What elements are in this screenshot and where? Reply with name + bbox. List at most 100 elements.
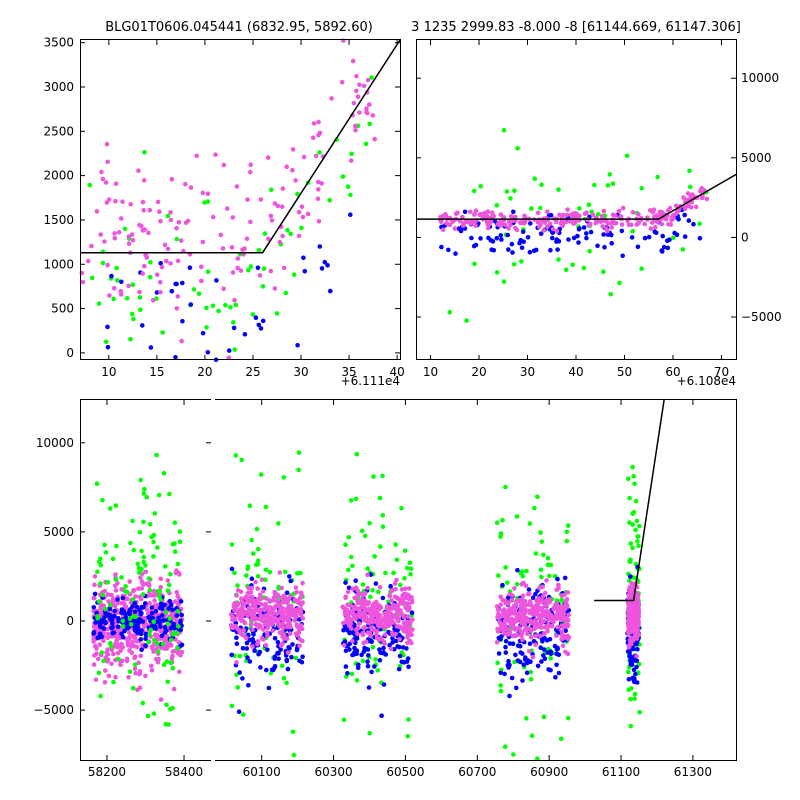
- point-pink: [263, 601, 269, 607]
- point-blue: [107, 606, 113, 612]
- point-blue: [686, 218, 692, 223]
- point-pink: [240, 247, 245, 252]
- point-pink: [392, 594, 398, 600]
- point-blue: [554, 651, 559, 657]
- point-pink: [93, 677, 99, 682]
- point-blue: [601, 232, 606, 237]
- point-blue: [505, 232, 511, 238]
- point-green: [367, 121, 373, 127]
- point-green: [348, 192, 353, 198]
- point-green: [96, 599, 102, 604]
- point-blue: [260, 318, 266, 324]
- point-pink: [235, 265, 240, 271]
- point-blue: [264, 667, 269, 673]
- point-blue: [295, 342, 300, 348]
- point-green: [697, 221, 702, 227]
- point-pink: [670, 212, 676, 218]
- point-pink: [124, 596, 130, 602]
- frame-top-left: [80, 39, 401, 360]
- point-blue: [278, 647, 283, 652]
- point-blue: [595, 243, 600, 249]
- point-pink: [140, 271, 145, 276]
- point-blue: [515, 643, 521, 648]
- point-green: [147, 521, 153, 527]
- point-pink: [277, 239, 283, 245]
- point-pink: [588, 221, 593, 227]
- point-pink: [355, 600, 361, 606]
- point-green: [144, 494, 150, 500]
- point-green: [494, 203, 500, 208]
- point-green: [383, 570, 388, 576]
- point-blue: [180, 318, 185, 324]
- point-pink: [235, 588, 241, 593]
- point-green: [577, 206, 582, 211]
- point-green: [539, 539, 545, 544]
- point-blue: [379, 713, 384, 718]
- point-green: [605, 183, 611, 188]
- point-green: [99, 650, 105, 655]
- point-blue: [521, 662, 526, 667]
- point-pink: [316, 119, 321, 125]
- point-pink: [376, 624, 382, 629]
- point-pink: [147, 600, 152, 606]
- fit-line: [416, 173, 736, 220]
- point-blue: [149, 611, 155, 616]
- point-blue: [620, 253, 625, 259]
- point-pink: [634, 635, 639, 640]
- point-pink: [316, 132, 321, 138]
- point-green: [586, 202, 592, 207]
- point-pink: [528, 618, 533, 624]
- point-pink: [357, 82, 362, 87]
- point-pink: [130, 237, 136, 243]
- point-green: [148, 260, 153, 265]
- point-pink: [652, 214, 657, 220]
- point-green: [128, 622, 134, 627]
- point-pink: [136, 586, 141, 592]
- point-green: [631, 473, 636, 479]
- point-pink: [288, 594, 294, 599]
- point-pink: [279, 629, 285, 635]
- point-green: [595, 212, 601, 217]
- point-pink: [301, 154, 307, 160]
- point-pink: [521, 580, 526, 586]
- point-pink: [258, 607, 264, 612]
- point-pink: [199, 278, 204, 284]
- point-pink: [102, 680, 108, 685]
- point-pink: [385, 610, 390, 615]
- point-green: [171, 630, 177, 636]
- point-pink: [234, 660, 239, 665]
- point-blue: [271, 667, 276, 673]
- point-green: [260, 284, 266, 289]
- fit-line-top-left: [80, 40, 400, 254]
- point-blue: [548, 247, 553, 253]
- point-pink: [146, 230, 151, 236]
- point-green: [262, 231, 268, 236]
- point-pink: [275, 621, 281, 626]
- point-pink: [438, 214, 443, 220]
- point-green: [119, 575, 124, 580]
- point-green: [141, 559, 146, 565]
- point-pink: [378, 605, 384, 610]
- point-pink: [290, 147, 296, 152]
- point-blue: [575, 233, 580, 239]
- point-blue: [555, 247, 560, 252]
- point-blue: [458, 228, 464, 234]
- point-pink: [179, 338, 184, 344]
- point-pink: [137, 289, 142, 295]
- point-pink: [311, 121, 317, 126]
- points-top-left: [79, 38, 378, 363]
- point-pink: [553, 602, 558, 607]
- point-pink: [162, 242, 168, 248]
- point-pink: [91, 662, 97, 667]
- point-pink: [626, 602, 631, 607]
- point-blue: [676, 216, 681, 222]
- y-tick-label: 3000: [43, 80, 74, 94]
- point-green: [255, 558, 261, 563]
- point-blue: [519, 245, 525, 250]
- point-blue: [135, 624, 141, 630]
- point-pink: [566, 612, 571, 618]
- point-green: [146, 639, 151, 645]
- point-green: [524, 568, 529, 574]
- point-pink: [523, 615, 529, 621]
- point-pink: [292, 618, 298, 623]
